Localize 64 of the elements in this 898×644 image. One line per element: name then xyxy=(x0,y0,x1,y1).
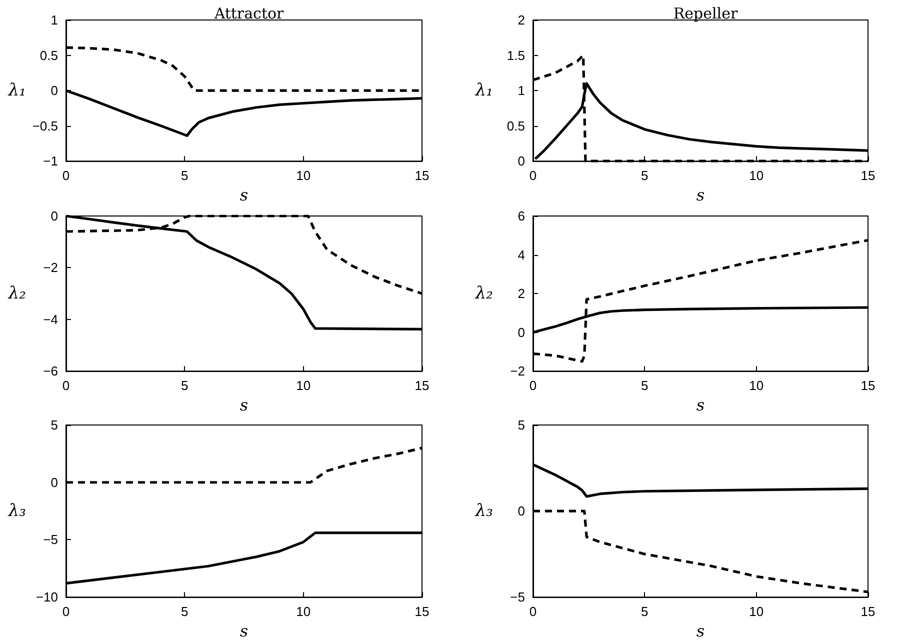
x-tick-label: 15 xyxy=(860,378,876,394)
x-tick-label: 15 xyxy=(860,604,876,620)
x-axis-title: s xyxy=(696,622,705,640)
x-tick-label: 15 xyxy=(860,168,876,184)
x-tick-label: 0 xyxy=(529,378,537,394)
y-tick-label: 0 xyxy=(50,208,58,224)
y-tick-label: −1 xyxy=(43,154,58,169)
x-tick-label: 0 xyxy=(529,604,537,620)
y-tick-label: 2 xyxy=(518,286,525,302)
x-tick-label: 5 xyxy=(641,604,648,620)
x-axis-title: s xyxy=(240,622,248,640)
x-axis-title: s xyxy=(240,186,248,204)
x-tick-label: 0 xyxy=(62,378,70,394)
x-tick-label: 10 xyxy=(296,378,311,394)
x-tick-label: 10 xyxy=(749,378,764,394)
x-tick-label: 5 xyxy=(181,378,188,394)
y-tick-label: 1 xyxy=(518,83,525,98)
y-tick-label: −5 xyxy=(510,590,525,605)
y-tick-label: 1.5 xyxy=(506,48,525,63)
x-tick-label: 5 xyxy=(641,168,648,184)
y-tick-label: 5 xyxy=(50,418,58,432)
y-tick-label: 5 xyxy=(518,418,525,432)
y-tick-label: −5 xyxy=(43,532,58,548)
x-axis-title: s xyxy=(696,396,705,414)
x-tick-label: 10 xyxy=(749,604,764,620)
y-tick-label: 0 xyxy=(518,504,525,519)
x-tick-label: 10 xyxy=(296,168,311,184)
y-tick-label: 0 xyxy=(50,83,58,98)
x-tick-label: 10 xyxy=(749,168,764,184)
y-tick-label: 4 xyxy=(518,247,525,262)
y-axis-title: λ₂ xyxy=(474,284,494,304)
y-tick-label: 0 xyxy=(50,474,58,490)
y-tick-label: −4 xyxy=(43,312,58,327)
y-tick-label: −2 xyxy=(43,260,58,276)
y-axis-title: λ₃ xyxy=(7,501,26,522)
y-axis-title: λ₁ xyxy=(7,80,26,101)
x-tick-label: 15 xyxy=(414,378,430,394)
x-tick-label: 5 xyxy=(181,168,188,184)
x-tick-label: 10 xyxy=(296,604,311,620)
y-tick-label: −2 xyxy=(510,364,525,379)
y-tick-label: −0.5 xyxy=(32,118,58,134)
chart-title: Repeller xyxy=(673,4,738,22)
x-tick-label: 0 xyxy=(529,168,537,184)
y-tick-label: 0 xyxy=(518,154,525,169)
x-tick-label: 0 xyxy=(62,604,70,620)
x-tick-label: 15 xyxy=(414,168,430,184)
y-tick-label: 1 xyxy=(50,12,58,28)
y-axis-title: λ₁ xyxy=(474,80,493,101)
x-tick-label: 5 xyxy=(641,378,648,394)
x-axis-title: s xyxy=(240,396,248,414)
y-axis-title: λ₂ xyxy=(7,284,26,304)
y-tick-label: 0 xyxy=(518,324,525,340)
y-tick-label: 2 xyxy=(518,12,525,28)
x-tick-label: 15 xyxy=(414,604,430,620)
y-tick-label: −10 xyxy=(36,590,58,605)
x-axis-title: s xyxy=(696,186,705,204)
x-tick-label: 5 xyxy=(181,604,188,620)
y-tick-label: 0.5 xyxy=(506,118,525,134)
x-tick-label: 0 xyxy=(62,168,70,184)
y-tick-label: −6 xyxy=(43,364,58,379)
y-tick-label: 0.5 xyxy=(40,48,58,63)
chart-title: Attractor xyxy=(213,4,285,22)
y-tick-label: 6 xyxy=(518,208,525,224)
y-axis-title: λ₃ xyxy=(474,501,494,522)
